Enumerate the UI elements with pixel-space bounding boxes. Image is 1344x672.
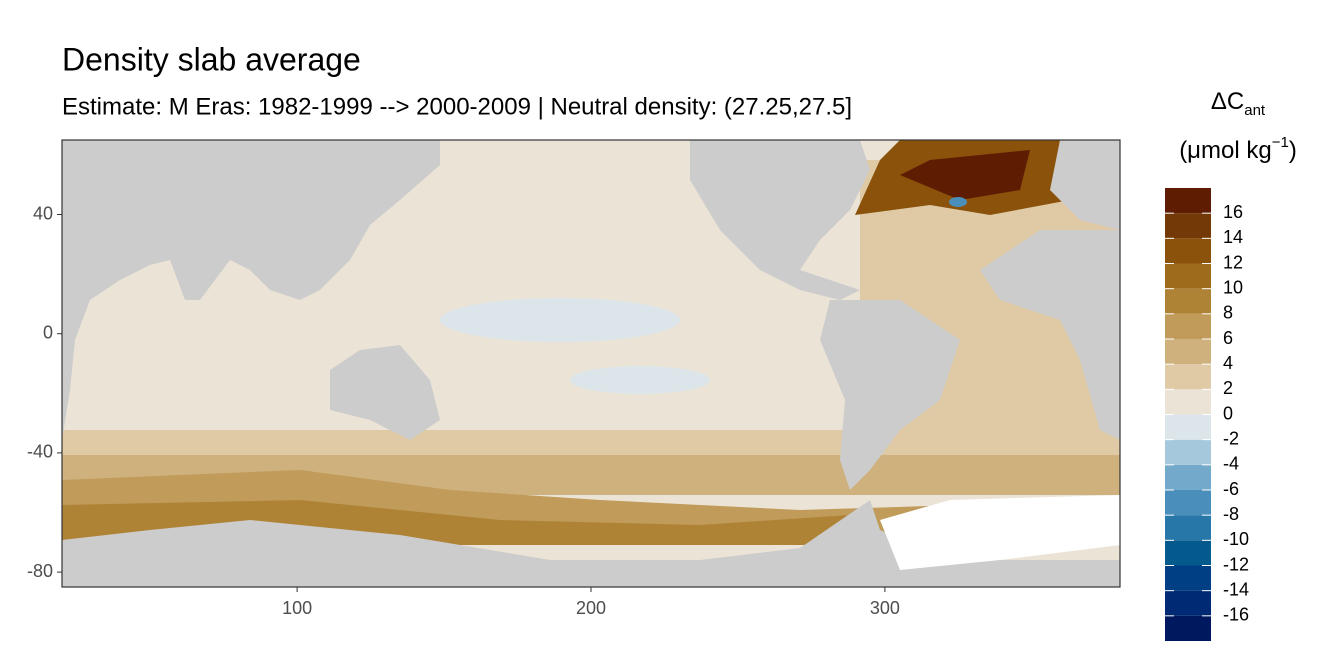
land bbox=[62, 500, 1120, 587]
legend-swatch bbox=[1165, 213, 1211, 239]
legend-unit-close: ) bbox=[1289, 137, 1297, 164]
legend-swatch bbox=[1165, 439, 1211, 465]
legend-label: -16 bbox=[1223, 605, 1249, 625]
x-tick-label: 300 bbox=[870, 598, 900, 618]
legend-swatch bbox=[1165, 540, 1211, 566]
legend-swatch bbox=[1165, 565, 1211, 591]
chart-subtitle: Estimate: M Eras: 1982-1999 --> 2000-200… bbox=[62, 93, 852, 120]
legend-label: 12 bbox=[1223, 252, 1243, 272]
legend-swatch bbox=[1165, 288, 1211, 314]
legend-swatch bbox=[1165, 339, 1211, 365]
land bbox=[690, 140, 870, 300]
legend-label: 14 bbox=[1223, 227, 1243, 247]
land bbox=[820, 300, 960, 490]
legend-label: 6 bbox=[1223, 328, 1233, 348]
legend-title: ΔCant bbox=[1211, 88, 1266, 119]
legend-label: 10 bbox=[1223, 277, 1243, 297]
y-tick-label: -40 bbox=[27, 442, 53, 462]
legend-subscript: ant bbox=[1244, 102, 1266, 119]
legend-swatch bbox=[1165, 313, 1211, 339]
legend-swatch bbox=[1165, 188, 1211, 214]
legend-swatch bbox=[1165, 263, 1211, 289]
land bbox=[980, 230, 1120, 440]
x-tick-label: 100 bbox=[282, 598, 312, 618]
legend-label: -6 bbox=[1223, 479, 1239, 499]
land bbox=[330, 345, 440, 440]
map bbox=[61, 139, 1121, 588]
land bbox=[62, 140, 440, 440]
legend-label: 4 bbox=[1223, 353, 1233, 373]
legend-unit-text: (μmol kg bbox=[1179, 137, 1272, 164]
south-pacific-patch bbox=[570, 366, 710, 394]
x-tick-label: 200 bbox=[576, 598, 606, 618]
legend-swatch bbox=[1165, 238, 1211, 264]
legend-label: 16 bbox=[1223, 202, 1243, 222]
y-tick-label: 40 bbox=[33, 203, 53, 223]
legend-label: -2 bbox=[1223, 428, 1239, 448]
legend-swatch bbox=[1165, 490, 1211, 516]
legend-superscript: −1 bbox=[1272, 134, 1289, 151]
no-data-area bbox=[880, 495, 1120, 570]
y-tick-label: -80 bbox=[27, 561, 53, 581]
legend-label: -14 bbox=[1223, 579, 1249, 599]
legend-swatch bbox=[1165, 590, 1211, 616]
legend-swatch bbox=[1165, 414, 1211, 440]
legend-label: -4 bbox=[1223, 454, 1239, 474]
legend-label: -12 bbox=[1223, 554, 1249, 574]
legend-swatch bbox=[1165, 515, 1211, 541]
legend-swatch bbox=[1165, 464, 1211, 490]
legend-swatch bbox=[1165, 364, 1211, 390]
land bbox=[1050, 140, 1120, 230]
legend-label: 0 bbox=[1223, 403, 1233, 423]
legend-unit: (μmol kg−1) bbox=[1179, 134, 1297, 164]
legend-label: -10 bbox=[1223, 529, 1249, 549]
legend-symbol: ΔC bbox=[1211, 88, 1244, 115]
blue-patch bbox=[949, 197, 967, 207]
equatorial-patch bbox=[440, 298, 680, 342]
legend-label: 8 bbox=[1223, 303, 1233, 323]
legend-swatch bbox=[1165, 615, 1211, 641]
legend-swatch bbox=[1165, 389, 1211, 415]
legend-label: 2 bbox=[1223, 378, 1233, 398]
y-tick-label: 0 bbox=[43, 322, 53, 342]
north-atlantic-core bbox=[900, 150, 1030, 200]
legend-label: -8 bbox=[1223, 504, 1239, 524]
chart-title: Density slab average bbox=[62, 41, 361, 77]
